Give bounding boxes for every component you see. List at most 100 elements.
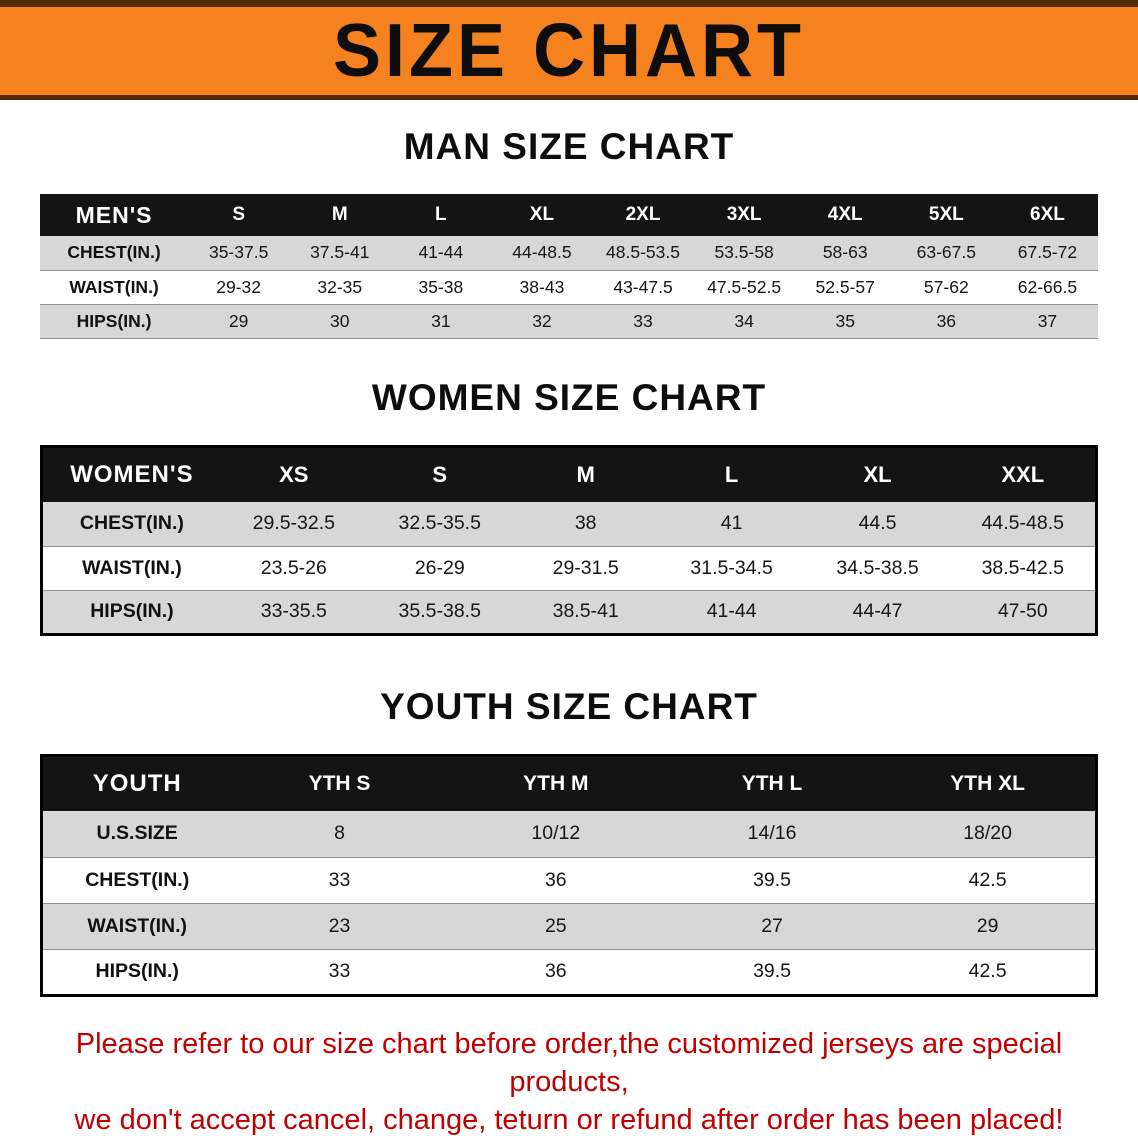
value-cell: 36 bbox=[448, 949, 664, 995]
value-cell: 33 bbox=[231, 857, 447, 903]
youth-section-heading: YOUTH SIZE CHART bbox=[0, 686, 1138, 728]
value-cell: 32.5-35.5 bbox=[367, 502, 513, 546]
value-cell: 33 bbox=[592, 304, 693, 338]
value-cell: 48.5-53.5 bbox=[592, 236, 693, 270]
value-cell: 34 bbox=[694, 304, 795, 338]
value-cell: 39.5 bbox=[664, 949, 880, 995]
value-cell: 29.5-32.5 bbox=[221, 502, 367, 546]
value-cell: 52.5-57 bbox=[795, 270, 896, 304]
size-header-cell: 3XL bbox=[694, 194, 795, 236]
value-cell: 10/12 bbox=[448, 811, 664, 857]
value-cell: 35 bbox=[795, 304, 896, 338]
value-cell: 31.5-34.5 bbox=[659, 546, 805, 590]
value-cell: 53.5-58 bbox=[694, 236, 795, 270]
value-cell: 35.5-38.5 bbox=[367, 590, 513, 634]
value-cell: 34.5-38.5 bbox=[805, 546, 951, 590]
size-header-cell: S bbox=[367, 446, 513, 502]
size-header-cell: M bbox=[289, 194, 390, 236]
value-cell: 47.5-52.5 bbox=[694, 270, 795, 304]
value-cell: 31 bbox=[390, 304, 491, 338]
value-cell: 44.5-48.5 bbox=[951, 502, 1097, 546]
value-cell: 39.5 bbox=[664, 857, 880, 903]
table-title-cell: YOUTH bbox=[42, 755, 232, 811]
value-cell: 38-43 bbox=[491, 270, 592, 304]
value-cell: 58-63 bbox=[795, 236, 896, 270]
value-cell: 41-44 bbox=[659, 590, 805, 634]
value-cell: 33-35.5 bbox=[221, 590, 367, 634]
value-cell: 37.5-41 bbox=[289, 236, 390, 270]
value-cell: 35-37.5 bbox=[188, 236, 289, 270]
value-cell: 36 bbox=[448, 857, 664, 903]
value-cell: 32 bbox=[491, 304, 592, 338]
value-cell: 8 bbox=[231, 811, 447, 857]
size-header-cell: XL bbox=[491, 194, 592, 236]
row-label-cell: WAIST(IN.) bbox=[40, 270, 188, 304]
size-header-cell: YTH M bbox=[448, 755, 664, 811]
value-cell: 29-32 bbox=[188, 270, 289, 304]
row-label-cell: CHEST(IN.) bbox=[40, 236, 188, 270]
value-cell: 38.5-42.5 bbox=[951, 546, 1097, 590]
value-cell: 32-35 bbox=[289, 270, 390, 304]
size-header-cell: YTH L bbox=[664, 755, 880, 811]
value-cell: 29 bbox=[880, 903, 1096, 949]
row-label-cell: HIPS(IN.) bbox=[42, 949, 232, 995]
size-header-cell: 4XL bbox=[795, 194, 896, 236]
size-header-cell: 6XL bbox=[997, 194, 1098, 236]
size-header-cell: 2XL bbox=[592, 194, 693, 236]
notice-line-1: Please refer to our size chart before or… bbox=[14, 1025, 1124, 1102]
size-header-cell: S bbox=[188, 194, 289, 236]
women-section-heading: WOMEN SIZE CHART bbox=[0, 377, 1138, 419]
banner-title: SIZE CHART bbox=[333, 13, 805, 89]
value-cell: 42.5 bbox=[880, 949, 1096, 995]
value-cell: 63-67.5 bbox=[896, 236, 997, 270]
value-cell: 23 bbox=[231, 903, 447, 949]
row-label-cell: HIPS(IN.) bbox=[42, 590, 221, 634]
value-cell: 36 bbox=[896, 304, 997, 338]
size-header-cell: 5XL bbox=[896, 194, 997, 236]
value-cell: 33 bbox=[231, 949, 447, 995]
table-title-cell: MEN'S bbox=[40, 194, 188, 236]
row-label-cell: CHEST(IN.) bbox=[42, 857, 232, 903]
row-label-cell: HIPS(IN.) bbox=[40, 304, 188, 338]
men-section-heading: MAN SIZE CHART bbox=[0, 126, 1138, 168]
value-cell: 67.5-72 bbox=[997, 236, 1098, 270]
value-cell: 43-47.5 bbox=[592, 270, 693, 304]
value-cell: 57-62 bbox=[896, 270, 997, 304]
size-header-cell: YTH S bbox=[231, 755, 447, 811]
size-header-cell: XXL bbox=[951, 446, 1097, 502]
value-cell: 44.5 bbox=[805, 502, 951, 546]
value-cell: 29-31.5 bbox=[513, 546, 659, 590]
value-cell: 47-50 bbox=[951, 590, 1097, 634]
size-header-cell: XS bbox=[221, 446, 367, 502]
value-cell: 26-29 bbox=[367, 546, 513, 590]
table-title-cell: WOMEN'S bbox=[42, 446, 221, 502]
value-cell: 44-47 bbox=[805, 590, 951, 634]
notice-line-2: we don't accept cancel, change, teturn o… bbox=[14, 1101, 1124, 1139]
row-label-cell: WAIST(IN.) bbox=[42, 903, 232, 949]
size-header-cell: XL bbox=[805, 446, 951, 502]
row-label-cell: U.S.SIZE bbox=[42, 811, 232, 857]
value-cell: 37 bbox=[997, 304, 1098, 338]
value-cell: 23.5-26 bbox=[221, 546, 367, 590]
value-cell: 14/16 bbox=[664, 811, 880, 857]
value-cell: 35-38 bbox=[390, 270, 491, 304]
size-header-cell: YTH XL bbox=[880, 755, 1096, 811]
size-header-cell: M bbox=[513, 446, 659, 502]
value-cell: 44-48.5 bbox=[491, 236, 592, 270]
size-chart-banner: SIZE CHART bbox=[0, 0, 1138, 100]
size-header-cell: L bbox=[659, 446, 805, 502]
